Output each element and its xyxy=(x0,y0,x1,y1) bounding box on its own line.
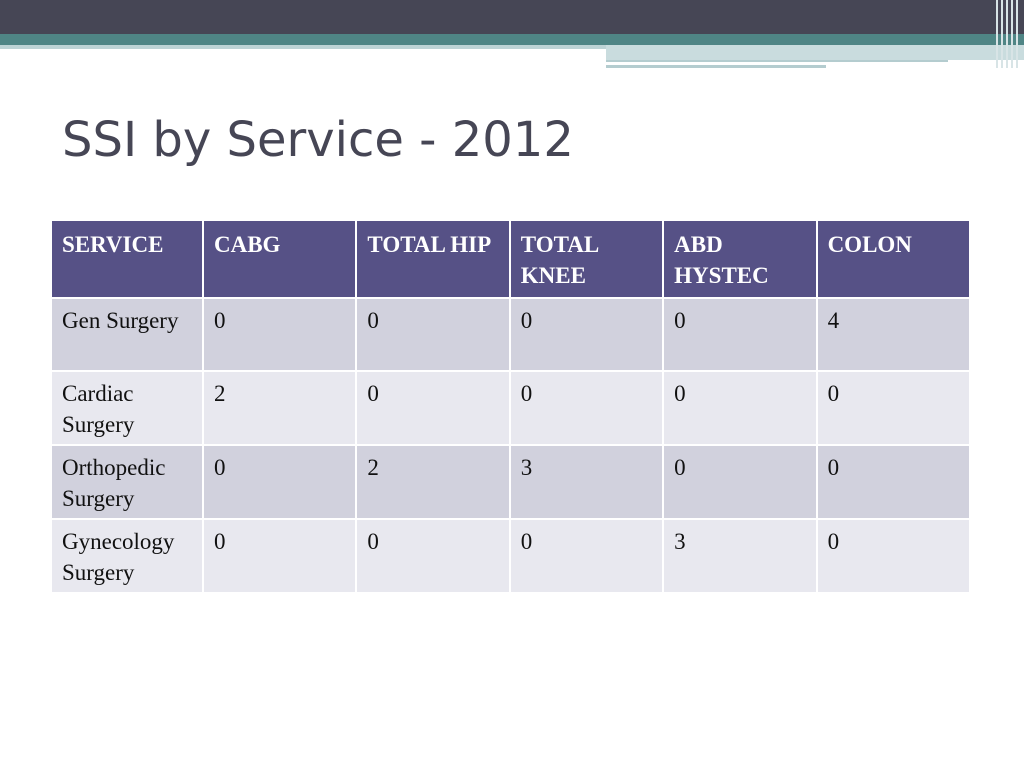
table-row: Orthopedic Surgery 0 2 3 0 0 xyxy=(52,446,969,518)
header-abd-hystec: ABD HYSTEC xyxy=(664,221,816,297)
cell-total-hip: 0 xyxy=(357,520,509,592)
cell-abd-hystec: 3 xyxy=(664,520,816,592)
cell-cabg: 2 xyxy=(204,372,356,444)
header-service: SERVICE xyxy=(52,221,202,297)
cell-total-knee: 0 xyxy=(510,299,663,370)
cell-service: Orthopedic Surgery xyxy=(52,446,202,518)
cell-cabg: 0 xyxy=(204,299,356,370)
header-colon: COLON xyxy=(817,221,969,297)
cell-cabg: 0 xyxy=(204,446,356,518)
header-accent-line-short xyxy=(606,65,826,68)
cell-service: Cardiac Surgery xyxy=(52,372,202,444)
header-accent-line xyxy=(0,45,606,49)
header-cabg: CABG xyxy=(204,221,356,297)
header-total-hip: TOTAL HIP xyxy=(357,221,509,297)
header-bar-teal xyxy=(0,34,1024,45)
cell-total-knee: 0 xyxy=(510,520,663,592)
cell-colon: 0 xyxy=(817,446,969,518)
cell-abd-hystec: 0 xyxy=(664,446,816,518)
cell-abd-hystec: 0 xyxy=(664,299,816,370)
table-row: Cardiac Surgery 2 0 0 0 0 xyxy=(52,372,969,444)
cell-colon: 0 xyxy=(817,520,969,592)
cell-abd-hystec: 0 xyxy=(664,372,816,444)
cell-colon: 4 xyxy=(817,299,969,370)
cell-cabg: 0 xyxy=(204,520,356,592)
cell-total-knee: 0 xyxy=(510,372,663,444)
table-header-row: SERVICE CABG TOTAL HIP TOTAL KNEE ABD HY… xyxy=(52,221,969,297)
cell-service: Gen Surgery xyxy=(52,299,202,370)
cell-colon: 0 xyxy=(817,372,969,444)
header-bar-dark xyxy=(0,0,1024,34)
cell-total-hip: 2 xyxy=(357,446,509,518)
cell-service: Gynecology Surgery xyxy=(52,520,202,592)
header-total-knee: TOTAL KNEE xyxy=(510,221,663,297)
cell-total-hip: 0 xyxy=(357,299,509,370)
cell-total-hip: 0 xyxy=(357,372,509,444)
table-row: Gynecology Surgery 0 0 0 3 0 xyxy=(52,520,969,592)
header-accent-line-thin xyxy=(606,60,948,62)
header-accent-block xyxy=(606,45,1024,60)
slide-title: SSI by Service - 2012 xyxy=(62,112,574,168)
cell-total-knee: 3 xyxy=(510,446,663,518)
table-row: Gen Surgery 0 0 0 0 4 xyxy=(52,299,969,370)
header-stripes xyxy=(994,0,1024,68)
ssi-table: SERVICE CABG TOTAL HIP TOTAL KNEE ABD HY… xyxy=(50,219,971,594)
